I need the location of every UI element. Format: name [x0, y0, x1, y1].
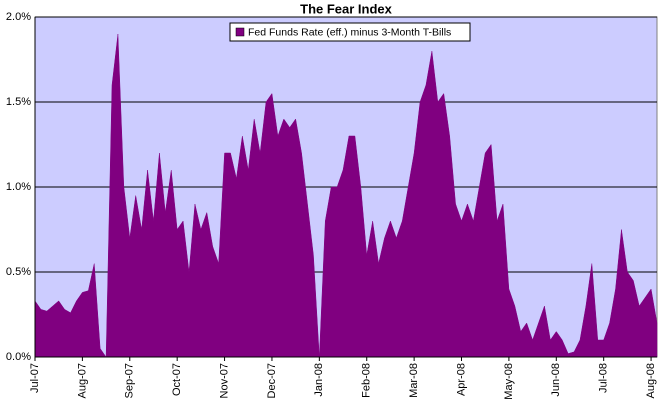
x-tick-label: Nov-07: [218, 363, 230, 398]
x-tick-label: Feb-08: [361, 363, 373, 398]
x-tick-label: Aug-08: [645, 363, 657, 398]
legend-swatch: [235, 27, 245, 37]
x-tick-label: Sep-07: [124, 363, 136, 398]
x-tick-label: Jun-08: [550, 363, 562, 397]
y-tick-label: 2.0%: [6, 11, 31, 23]
y-tick-label: 1.0%: [6, 181, 31, 193]
x-tick-label: Apr-08: [455, 363, 467, 396]
legend-label: Fed Funds Rate (eff.) minus 3-Month T-Bi…: [248, 26, 451, 38]
x-tick-label: Jul-08: [598, 363, 610, 393]
x-tick-label: Oct-07: [171, 363, 183, 396]
x-tick-label: Jan-08: [313, 363, 325, 397]
x-tick-label: Aug-07: [76, 363, 88, 398]
x-tick-label: Mar-08: [408, 363, 420, 398]
chart-title: The Fear Index: [300, 1, 393, 16]
y-tick-label: 0.5%: [6, 266, 31, 278]
x-tick-label: Jul-07: [29, 363, 41, 393]
y-tick-label: 1.5%: [6, 96, 31, 108]
y-tick-label: 0.0%: [6, 351, 31, 363]
area: [34, 33, 658, 358]
legend-box: [229, 22, 471, 42]
x-tick-label: Dec-07: [266, 363, 278, 398]
x-tick-label: May-08: [503, 363, 515, 400]
